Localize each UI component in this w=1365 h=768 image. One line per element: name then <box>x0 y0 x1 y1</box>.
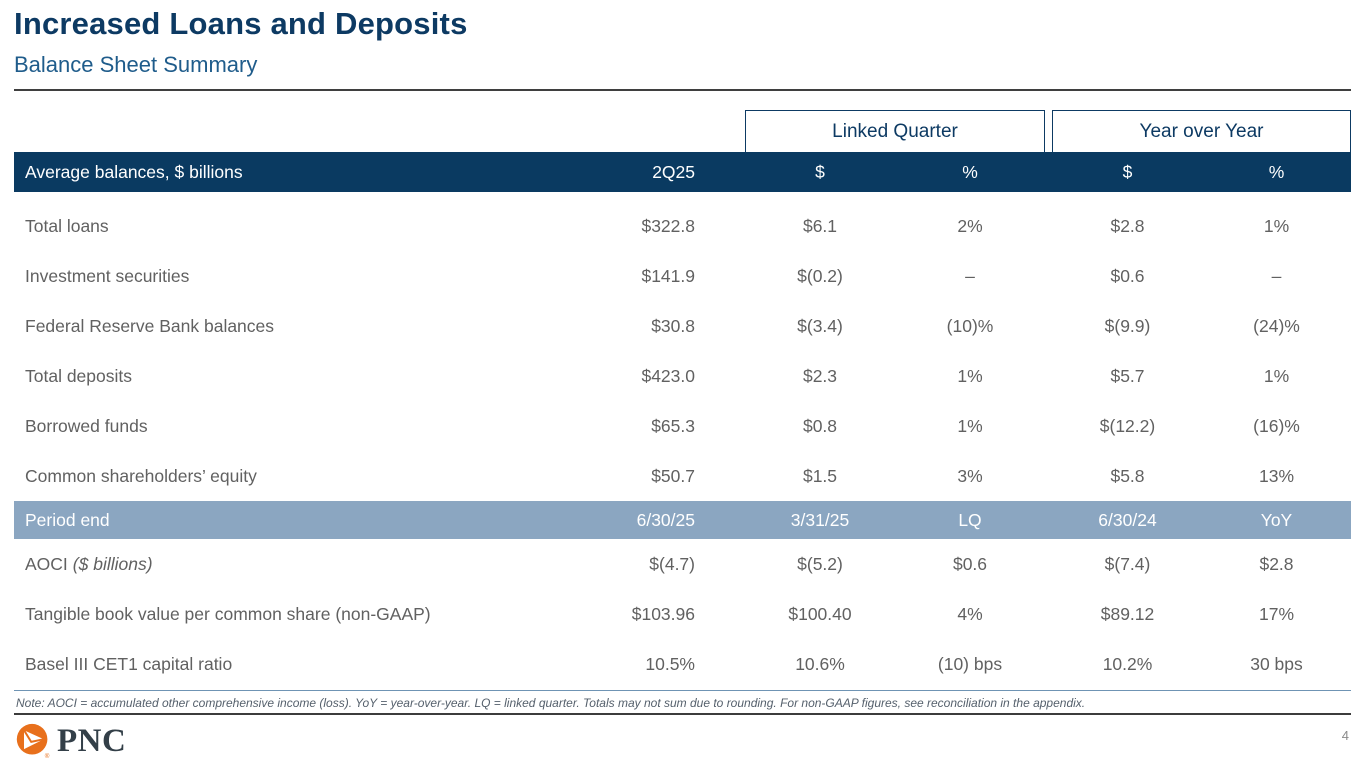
header-yoy-percent: % <box>1268 161 1285 182</box>
footnote-divider-top <box>14 690 1351 691</box>
table-row-period-end: Period end 6/30/25 3/31/25 LQ 6/30/24 Yo… <box>14 501 1351 539</box>
row-label: Investment securities <box>25 265 190 286</box>
cell-lq-percent: (10)% <box>946 315 994 336</box>
cell-2q25: 10.5% <box>645 653 695 674</box>
table-header-row: Average balances, $ billions 2Q25 $ % $ … <box>14 152 1351 192</box>
table-row-aoci: AOCI ($ billions) $(4.7) $(5.2) $0.6 $(7.… <box>14 539 1351 589</box>
cell-yoy-dollar: $5.8 <box>1110 465 1145 486</box>
row-label-note: ($ billions) <box>72 553 153 574</box>
table-row-tangible-book-value: Tangible book value per common share (no… <box>14 589 1351 639</box>
row-label: Borrowed funds <box>25 415 148 436</box>
cell-2q25: $65.3 <box>651 415 695 436</box>
cell-yoy-dollar: 10.2% <box>1102 653 1153 674</box>
cell-lq-dollar: $6.1 <box>802 215 838 236</box>
cell-2q25: $(4.7) <box>649 553 695 574</box>
cell-lq-percent: 1% <box>957 415 983 436</box>
header-period-2q25: 2Q25 <box>652 161 695 182</box>
cell-lq-percent: 2% <box>957 215 983 236</box>
cell-lq-dollar: $0.8 <box>802 415 838 436</box>
pnc-triangle-icon: ® <box>15 723 51 760</box>
cell-yoy-percent: 13% <box>1258 465 1295 486</box>
row-label: Tangible book value per common share (no… <box>25 603 431 624</box>
cell-2q25: $423.0 <box>641 365 695 386</box>
cell-period-end-date: 6/30/25 <box>636 509 695 530</box>
cell-2q25: $30.8 <box>651 315 695 336</box>
cell-2q25: $50.7 <box>651 465 695 486</box>
row-label: Total loans <box>25 215 109 236</box>
cell-yoy-percent: 1% <box>1263 365 1290 386</box>
cell-yoy-percent: 1% <box>1263 215 1290 236</box>
cell-yoy-change: 30 bps <box>1250 653 1303 674</box>
row-label: Total deposits <box>25 365 133 386</box>
cell-lq-label: LQ <box>958 509 982 530</box>
table-row-basel-cet1-ratio: Basel III CET1 capital ratio 10.5% 10.6%… <box>14 639 1351 689</box>
cell-lq-date: 3/31/25 <box>790 509 850 530</box>
group-header-year-over-year: Year over Year <box>1052 110 1351 153</box>
table-spacer <box>14 192 1351 201</box>
cell-lq-dollar: $100.40 <box>788 603 852 624</box>
table-row-investment-securities: Investment securities $141.9 $(0.2) – $0… <box>14 251 1351 301</box>
cell-lq-change: $0.6 <box>952 553 988 574</box>
cell-lq-dollar: 10.6% <box>795 653 845 674</box>
page-number: 4 <box>1341 728 1349 743</box>
cell-lq-change: 4% <box>957 603 983 624</box>
table-row-federal-reserve-bank-balances: Federal Reserve Bank balances $30.8 $(3.… <box>14 301 1351 351</box>
group-header-label: Year over Year <box>1139 120 1264 142</box>
table-row-total-loans: Total loans $322.8 $6.1 2% $2.8 1% <box>14 201 1351 251</box>
table-row-common-shareholders-equity: Common shareholders’ equity $50.7 $1.5 3… <box>14 451 1351 501</box>
row-label: Federal Reserve Bank balances <box>25 315 275 336</box>
cell-2q25: $141.9 <box>641 265 695 286</box>
cell-yoy-percent: – <box>1271 265 1282 286</box>
header-average-balances: Average balances, $ billions <box>25 161 243 182</box>
cell-lq-dollar: $(3.4) <box>797 315 843 336</box>
cell-yoy-dollar: $(9.9) <box>1104 315 1151 336</box>
cell-lq-change: (10) bps <box>937 653 1003 674</box>
cell-yoy-label: YoY <box>1260 509 1293 530</box>
svg-text:®: ® <box>45 752 50 759</box>
footnote-divider-bottom <box>14 713 1351 715</box>
cell-lq-dollar: $(5.2) <box>797 553 843 574</box>
cell-lq-percent: 3% <box>957 465 983 486</box>
cell-2q25: $322.8 <box>641 215 695 236</box>
row-label: AOCI ($ billions) <box>14 554 460 575</box>
table-row-total-deposits: Total deposits $423.0 $2.3 1% $5.7 1% <box>14 351 1351 401</box>
pnc-logo: ® PNC <box>15 723 127 760</box>
cell-yoy-dollar: $(12.2) <box>1099 415 1156 436</box>
row-label: Common shareholders’ equity <box>25 465 257 486</box>
cell-lq-dollar: $2.3 <box>802 365 838 386</box>
cell-yoy-dollar: $89.12 <box>1100 603 1155 624</box>
cell-lq-dollar: $1.5 <box>802 465 838 486</box>
header-lq-percent: % <box>962 161 978 182</box>
header-lq-dollar: $ <box>815 161 825 182</box>
cell-yoy-dollar: $0.6 <box>1110 265 1145 286</box>
header-divider <box>14 89 1351 91</box>
cell-lq-dollar: $(0.2) <box>797 265 843 286</box>
row-label-text: AOCI <box>25 553 68 574</box>
cell-yoy-change: 17% <box>1258 603 1295 624</box>
cell-2q25: $103.96 <box>631 603 695 624</box>
header-yoy-dollar: $ <box>1122 161 1133 182</box>
cell-yoy-change: $2.8 <box>1259 553 1294 574</box>
cell-yoy-percent: (24)% <box>1253 315 1300 336</box>
table-row-borrowed-funds: Borrowed funds $65.3 $0.8 1% $(12.2) (16… <box>14 401 1351 451</box>
pnc-wordmark: PNC <box>57 723 127 759</box>
cell-yoy-dollar: $2.8 <box>1110 215 1145 236</box>
group-header-label: Linked Quarter <box>832 120 958 142</box>
row-label: Period end <box>25 509 110 530</box>
cell-lq-percent: 1% <box>957 365 983 386</box>
footnote-text: Note: AOCI = accumulated other comprehen… <box>16 696 1086 710</box>
cell-yoy-date: 6/30/24 <box>1098 509 1157 530</box>
cell-lq-percent: – <box>965 265 975 286</box>
page-subtitle: Balance Sheet Summary <box>14 52 258 77</box>
page-title: Increased Loans and Deposits <box>14 6 468 41</box>
group-header-linked-quarter: Linked Quarter <box>745 110 1045 153</box>
balance-sheet-table: Average balances, $ billions 2Q25 $ % $ … <box>14 152 1351 689</box>
cell-yoy-percent: (16)% <box>1253 415 1300 436</box>
cell-yoy-dollar: $5.7 <box>1110 365 1145 386</box>
row-label: Basel III CET1 capital ratio <box>25 653 233 674</box>
cell-yoy-dollar: $(7.4) <box>1104 553 1151 574</box>
